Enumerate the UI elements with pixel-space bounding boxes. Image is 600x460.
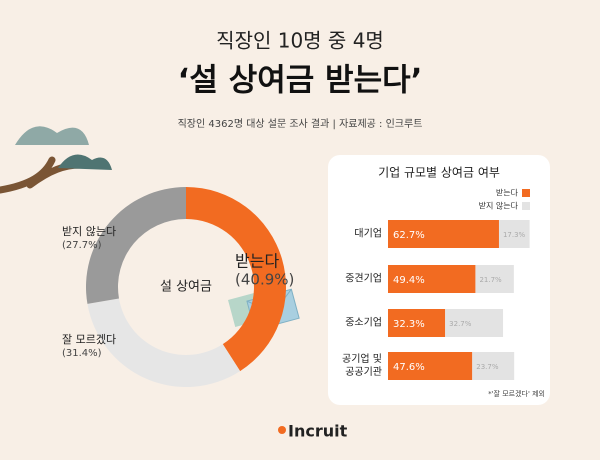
logo-mark <box>278 426 286 434</box>
slice-value-label: (27.7%) <box>62 240 102 251</box>
subtitle: 직장인 10명 중 4명 <box>216 29 384 53</box>
bar-segment <box>388 220 499 248</box>
bar-segment <box>388 352 473 380</box>
pine-decoration <box>0 126 112 194</box>
bar-value-label: 17.3% <box>503 231 526 239</box>
bar-value-label: 62.7% <box>393 230 425 241</box>
slice-value-label: (40.9%) <box>235 271 294 289</box>
category-label: 대기업 <box>354 228 382 240</box>
legend-swatch <box>522 189 530 197</box>
category-label: 중소기업 <box>345 317 382 329</box>
slice-label: 받지 않는다 <box>62 225 116 238</box>
bar-value-label: 47.6% <box>393 362 425 373</box>
bar-segment <box>388 309 446 337</box>
donut-slice <box>186 187 286 372</box>
donut-center-label: 설 상여금 <box>160 280 212 295</box>
bar-chart-title: 기업 규모별 상여금 여부 <box>378 166 500 180</box>
slice-label: 받는다 <box>235 252 279 271</box>
bar-value-label: 21.7% <box>479 276 502 284</box>
donut-slice <box>86 186 186 304</box>
bar-segment <box>475 265 514 293</box>
source: 직장인 4362명 대상 설문 조사 결과 | 자료제공 : 인크루트 <box>178 118 423 130</box>
legend-swatch <box>522 202 530 210</box>
bar-segment <box>498 220 530 248</box>
bar-value-label: 32.7% <box>449 320 472 328</box>
donut-slice <box>87 298 241 387</box>
title: ‘설 상여금 받는다’ <box>178 63 423 99</box>
logo: Incruit <box>288 422 348 441</box>
legend-label: 받는다 <box>496 188 519 198</box>
bar-value-label: 23.7% <box>476 363 499 371</box>
bar-segment <box>472 352 515 380</box>
footnote: *'잘 모르겠다' 제외 <box>488 389 545 398</box>
bar-segment <box>445 309 504 337</box>
legend-label: 받지 않는다 <box>479 201 519 211</box>
slice-label: 잘 모르겠다 <box>62 333 116 346</box>
slice-value-label: (31.4%) <box>62 348 102 359</box>
bar-segment <box>388 265 476 293</box>
bar-value-label: 32.3% <box>393 319 425 330</box>
category-label: 중견기업 <box>345 273 382 285</box>
bar-value-label: 49.4% <box>393 275 425 286</box>
category-label: 공기업 및 공공기관 <box>342 354 382 378</box>
